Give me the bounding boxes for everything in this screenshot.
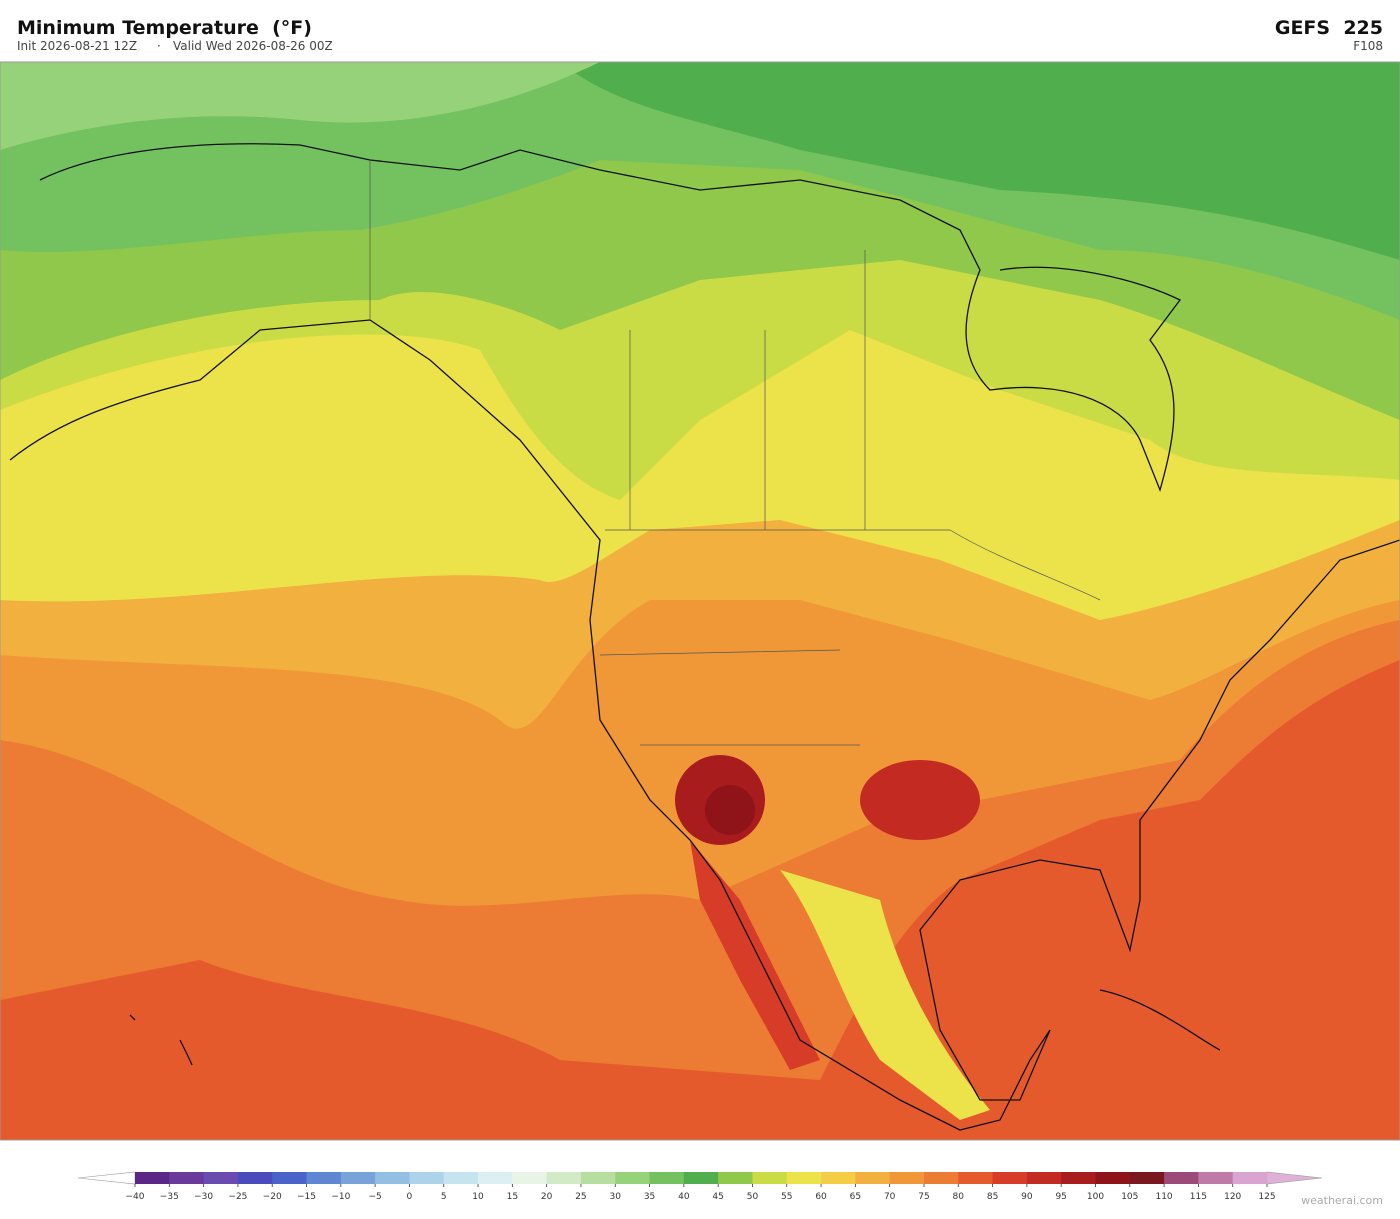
colorbar-tick-label: 45 bbox=[712, 1192, 723, 1202]
colorbar-tick-label: 0 bbox=[407, 1192, 413, 1202]
colorbar-tick-label: 70 bbox=[884, 1192, 896, 1202]
colorbar-tick-label: −40 bbox=[126, 1192, 145, 1202]
colorbar-segment bbox=[1129, 1172, 1165, 1184]
init-time: Init 2026-08-21 12Z bbox=[17, 39, 137, 53]
colorbar: −40 −35 −30 −25 −20 −15 −10 −5 0 5 10 15 20 25 30 35 40 4… bbox=[77, 1171, 1323, 1202]
colorbar-tick-label: 100 bbox=[1087, 1192, 1104, 1202]
colorbar-segment bbox=[615, 1172, 651, 1184]
colorbar-segment bbox=[821, 1172, 856, 1184]
colorbar-tick-label: 85 bbox=[987, 1192, 998, 1202]
colorbar-tick-label: 15 bbox=[507, 1192, 518, 1202]
colorbar-tick-label: 115 bbox=[1190, 1192, 1207, 1202]
colorbar-segment bbox=[409, 1172, 445, 1184]
colorbar-segment bbox=[203, 1172, 239, 1184]
colorbar-tick-label: 110 bbox=[1155, 1192, 1172, 1202]
model: GEFS 225 bbox=[1275, 17, 1383, 39]
colorbar-segment bbox=[718, 1172, 753, 1184]
separator: · bbox=[157, 39, 161, 53]
colorbar-segment bbox=[580, 1172, 616, 1184]
colorbar-over bbox=[1266, 1171, 1323, 1185]
colorbar-tick-label: 65 bbox=[850, 1192, 861, 1202]
map bbox=[0, 61, 1400, 1141]
colorbar-tick-label: −5 bbox=[368, 1192, 381, 1202]
colorbar-tick-label: 75 bbox=[918, 1192, 929, 1202]
colorbar-tick-label: −15 bbox=[297, 1192, 316, 1202]
colorbar-segment bbox=[1232, 1172, 1268, 1184]
colorbar-under bbox=[77, 1171, 136, 1185]
colorbar-segment bbox=[958, 1172, 994, 1184]
colorbar-tick-label: 40 bbox=[678, 1192, 690, 1202]
colorbar-tick-label: −10 bbox=[331, 1192, 350, 1202]
colorbar-segment bbox=[340, 1172, 376, 1184]
colorbar-tick-label: 5 bbox=[441, 1192, 447, 1202]
colorbar-segment bbox=[546, 1172, 582, 1184]
colorbar-segment bbox=[135, 1172, 170, 1184]
colorbar-tick-label: 10 bbox=[472, 1192, 484, 1202]
colorbar-segment bbox=[443, 1172, 479, 1184]
colorbar-segment bbox=[752, 1172, 788, 1184]
colorbar-tick-label: −20 bbox=[263, 1192, 282, 1202]
colorbar-segment bbox=[923, 1172, 959, 1184]
title: Minimum Temperature (°F) bbox=[17, 17, 312, 39]
colorbar-tick-label: 105 bbox=[1121, 1192, 1138, 1202]
colorbar-segment bbox=[1061, 1172, 1096, 1184]
colorbar-segment bbox=[1095, 1172, 1131, 1184]
valid-time: Valid Wed 2026-08-26 00Z bbox=[173, 39, 333, 53]
colorbar-tick-label: 20 bbox=[541, 1192, 553, 1202]
colorbar-segment bbox=[683, 1172, 719, 1184]
colorbar-segment bbox=[169, 1172, 205, 1184]
colorbar-segment bbox=[478, 1172, 513, 1184]
colorbar-segment bbox=[786, 1172, 822, 1184]
colorbar-segment bbox=[375, 1172, 410, 1184]
colorbar-segment bbox=[889, 1172, 925, 1184]
colorbar-tick-label: 125 bbox=[1258, 1192, 1275, 1202]
colorbar-tick-label: 35 bbox=[644, 1192, 655, 1202]
colorbar-segment bbox=[992, 1172, 1028, 1184]
colorbar-tick-label: −35 bbox=[160, 1192, 179, 1202]
colorbar-tick-label: 90 bbox=[1021, 1192, 1033, 1202]
colorbar-tick-label: −25 bbox=[228, 1192, 247, 1202]
colorbar-segment bbox=[1198, 1172, 1234, 1184]
watermark: weatherai.com bbox=[1301, 1194, 1383, 1207]
colorbar-tick-label: 30 bbox=[610, 1192, 622, 1202]
colorbar-segment bbox=[855, 1172, 891, 1184]
colorbar-segment bbox=[306, 1172, 342, 1184]
colorbar-segment bbox=[237, 1172, 273, 1184]
colorbar-tick-label: 50 bbox=[747, 1192, 759, 1202]
colorbar-tick-label: 55 bbox=[781, 1192, 792, 1202]
colorbar-segment bbox=[512, 1172, 548, 1184]
colorbar-tick-label: 120 bbox=[1224, 1192, 1241, 1202]
forecast-hour: F108 bbox=[1353, 39, 1383, 53]
colorbar-segment bbox=[649, 1172, 685, 1184]
colorbar-tick-label: 60 bbox=[815, 1192, 827, 1202]
colorbar-tick-label: −30 bbox=[194, 1192, 213, 1202]
colorbar-segment bbox=[1026, 1172, 1062, 1184]
colorbar-segment bbox=[1164, 1172, 1199, 1184]
colorbar-tick-label: 25 bbox=[575, 1192, 586, 1202]
colorbar-tick-label: 95 bbox=[1055, 1192, 1066, 1202]
colorbar-tick-label: 80 bbox=[953, 1192, 965, 1202]
colorbar-segment bbox=[272, 1172, 308, 1184]
